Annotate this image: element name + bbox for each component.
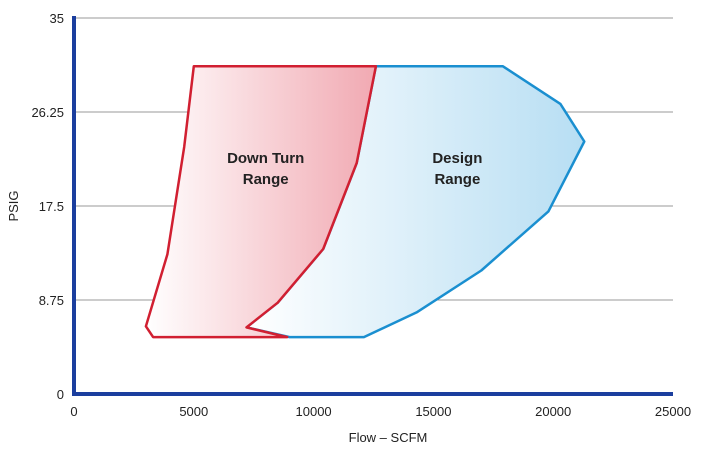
y-tick-label-2: 17.5: [39, 199, 64, 214]
x-tick-label-2: 10000: [296, 404, 332, 419]
y-tick-label-4: 35: [50, 11, 64, 26]
down-turn-range-area: [144, 65, 378, 339]
y-tick-label-3: 26.25: [31, 105, 64, 120]
x-tick-label-0: 0: [70, 404, 77, 419]
region-labels: Design Range Down Turn Range: [227, 150, 482, 188]
tick-labels: 0 5000 10000 15000 20000 25000 0 8.75 17.5 26.25 3…: [31, 11, 691, 419]
axes: [72, 16, 673, 396]
y-tick-label-1: 8.75: [39, 293, 64, 308]
plot-areas: [144, 65, 586, 339]
y-tick-label-0: 0: [57, 387, 64, 402]
x-axis-label: Flow – SCFM: [349, 430, 428, 445]
x-tick-label-4: 20000: [535, 404, 571, 419]
x-tick-label-5: 25000: [655, 404, 691, 419]
x-tick-label-1: 5000: [179, 404, 208, 419]
design-range-label: Design Range: [432, 150, 482, 188]
x-tick-label-3: 15000: [415, 404, 451, 419]
y-axis-label: PSIG: [6, 190, 21, 221]
down-turn-range-label: Down Turn Range: [227, 150, 304, 188]
